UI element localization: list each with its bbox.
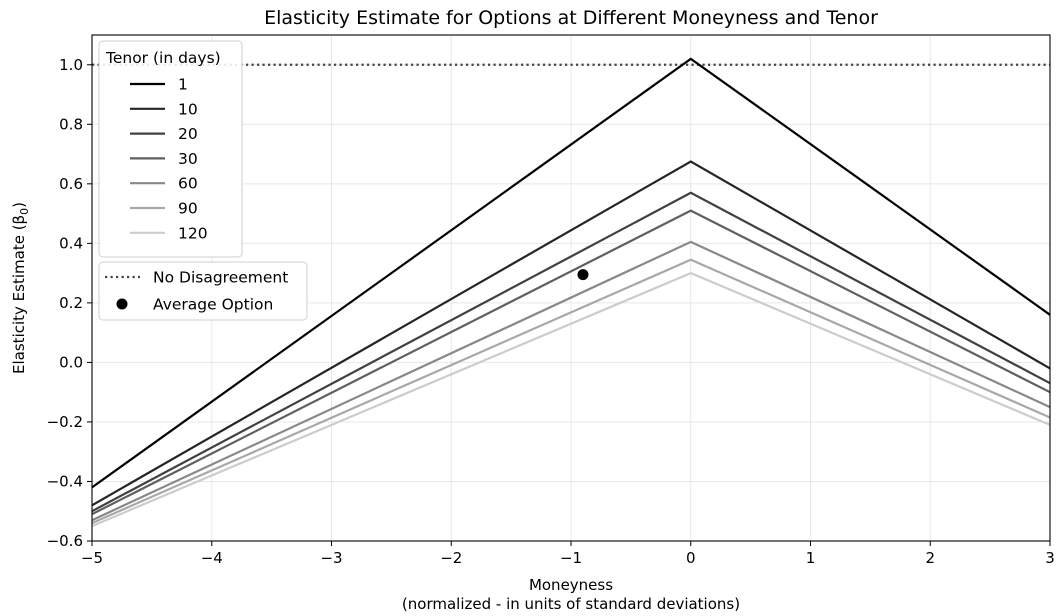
series-lines <box>91 57 1051 528</box>
series-line-tenor-30 <box>91 209 1051 516</box>
tenor-legend: Tenor (in days) 1 10 20 30 60 90 120 <box>98 40 243 258</box>
y-tick-label: 1.0 <box>59 56 83 74</box>
y-tick-label: 0.8 <box>59 115 83 133</box>
y-tick-label: 0.6 <box>59 175 83 193</box>
x-tick-label: −3 <box>320 549 342 567</box>
marker-legend: No Disagreement Average Option <box>98 261 308 321</box>
series-line-tenor-1 <box>91 57 1051 489</box>
legend-label-tenor-120: 120 <box>178 224 208 242</box>
legend-label-tenor-60: 60 <box>178 175 198 193</box>
x-tick-label: 3 <box>1045 549 1055 567</box>
legend-average-option-label: Average Option <box>153 296 273 314</box>
series-line-tenor-20 <box>91 191 1051 513</box>
x-tick-label: −4 <box>201 549 223 567</box>
average-option-point <box>577 269 589 281</box>
legend-label-tenor-20: 20 <box>178 125 198 143</box>
legend-no-disagreement-label: No Disagreement <box>153 269 288 287</box>
series-line-tenor-90 <box>91 258 1051 525</box>
y-tick-label: 0.2 <box>59 294 83 312</box>
y-axis-label: Elasticity Estimate (β0) <box>10 202 31 374</box>
y-tick-label: −0.6 <box>47 532 83 550</box>
x-tick-label: −1 <box>560 549 582 567</box>
legend-label-tenor-90: 90 <box>178 200 198 218</box>
chart-title: Elasticity Estimate for Options at Diffe… <box>264 7 878 29</box>
legend-label-tenor-10: 10 <box>178 100 198 118</box>
y-tick-label: 0.4 <box>59 234 83 252</box>
series-line-tenor-10 <box>91 160 1051 507</box>
marker-legend-box <box>98 261 308 321</box>
x-tick-label: 0 <box>686 549 696 567</box>
axis-ticks: −5 −4 −3 −2 −1 0 1 2 3 −0.6 −0.4 −0.2 0.0 0.2 0.4 0.6 0.… <box>47 56 1055 567</box>
legend-label-tenor-1: 1 <box>178 76 188 94</box>
y-tick-label: 0.0 <box>59 353 83 371</box>
y-tick-label: −0.4 <box>47 472 83 490</box>
x-axis-label: Moneyness <box>529 576 613 594</box>
x-tick-label: −2 <box>440 549 462 567</box>
x-tick-label: −5 <box>81 549 103 567</box>
y-axis-label-main: Elasticity Estimate (β <box>10 215 28 374</box>
x-tick-label: 2 <box>925 549 935 567</box>
y-axis-label-close: ) <box>10 202 28 208</box>
points-layer <box>577 269 589 281</box>
y-tick-label: −0.2 <box>47 413 83 431</box>
series-line-tenor-120 <box>91 271 1051 528</box>
x-tick-label: 1 <box>806 549 816 567</box>
tenor-legend-items: 1 10 20 30 60 90 120 <box>130 76 208 242</box>
legend-title: Tenor (in days) <box>105 49 221 67</box>
y-axis-label-subscript: 0 <box>18 208 31 215</box>
series-line-tenor-60 <box>91 240 1051 522</box>
tenor-legend-box <box>98 40 243 258</box>
x-axis-sublabel: (normalized - in units of standard devia… <box>402 595 740 613</box>
legend-label-tenor-30: 30 <box>178 150 198 168</box>
legend-average-option-marker <box>116 298 128 310</box>
